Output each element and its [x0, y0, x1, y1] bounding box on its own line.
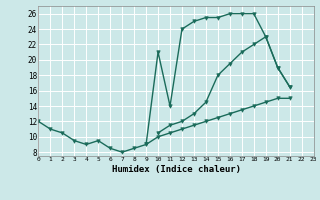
- X-axis label: Humidex (Indice chaleur): Humidex (Indice chaleur): [111, 165, 241, 174]
